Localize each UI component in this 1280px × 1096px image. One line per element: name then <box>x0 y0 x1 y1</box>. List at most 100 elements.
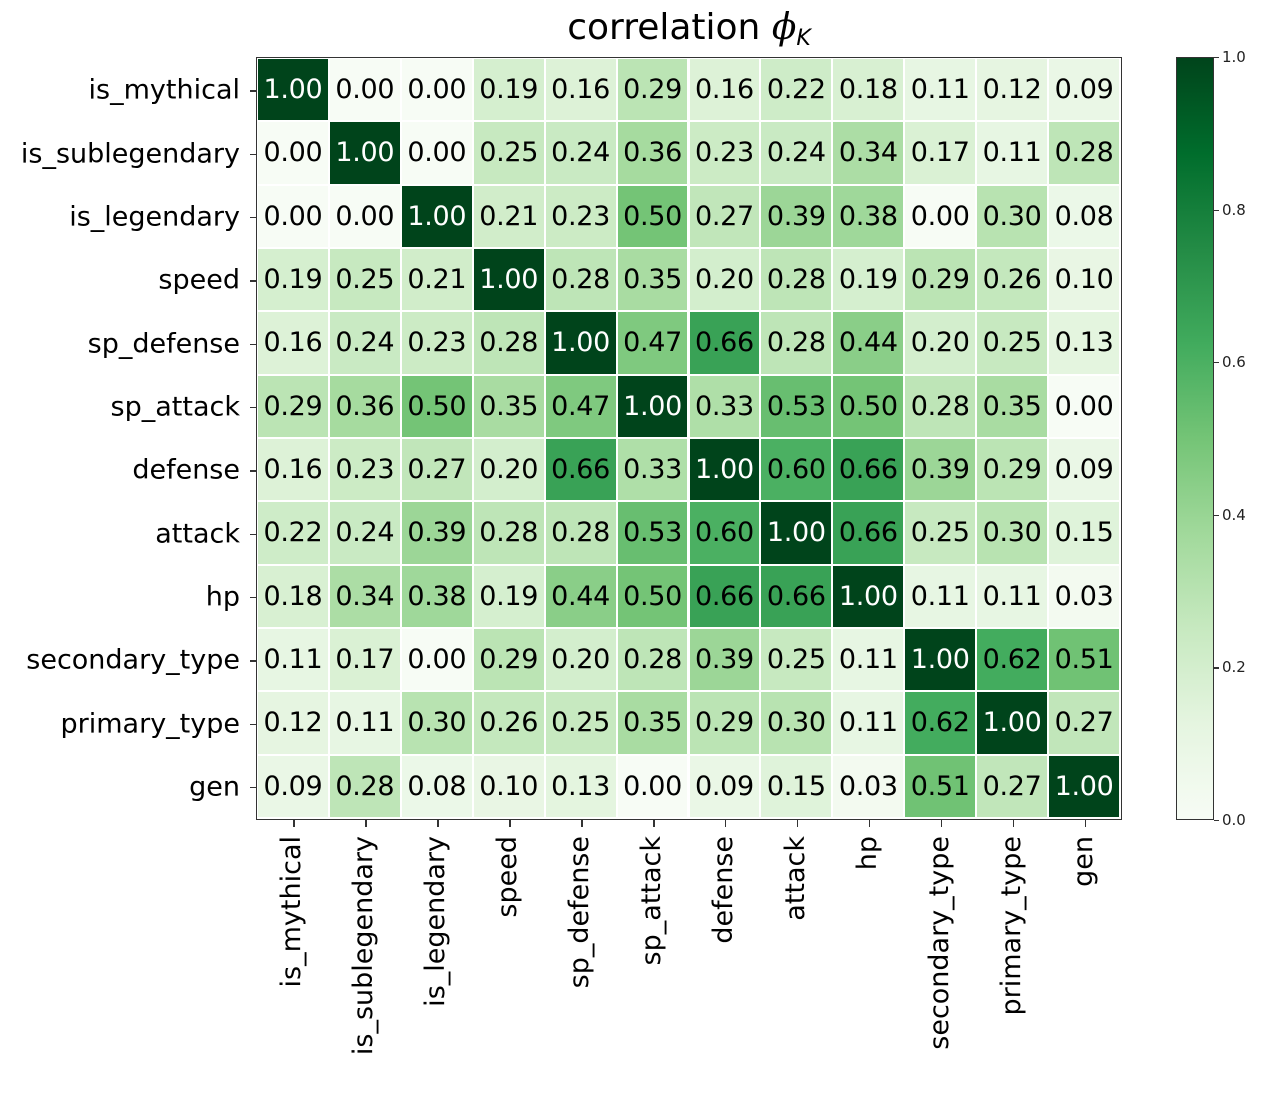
cell-is-sublegendary-gen: 0.28 <box>1048 121 1120 185</box>
cell-speed-attack: 0.28 <box>760 248 833 312</box>
y-label-attack: attack <box>155 518 240 549</box>
cell-attack-is-sublegendary: 0.24 <box>328 501 401 565</box>
cell-gen-primary-type: 0.27 <box>976 754 1049 818</box>
cell-is-sublegendary-sp-attack: 0.36 <box>616 121 689 185</box>
cell-speed-is-mythical: 0.19 <box>257 248 329 312</box>
cell-sp-defense-gen: 0.13 <box>1048 311 1120 375</box>
cell-secondary-type-hp: 0.11 <box>832 628 905 692</box>
cell-is-legendary-sp-defense: 0.23 <box>544 184 617 248</box>
cell-primary-type-is-legendary: 0.30 <box>400 691 473 755</box>
cell-is-legendary-sp-attack: 0.50 <box>616 184 689 248</box>
cell-sp-defense-sp-defense: 1.00 <box>544 311 617 375</box>
cell-is-mythical-defense: 0.16 <box>688 58 761 122</box>
cell-hp-secondary-type: 0.11 <box>904 564 977 628</box>
x-tick <box>365 820 367 827</box>
cell-is-sublegendary-sp-defense: 0.24 <box>544 121 617 185</box>
y-tick <box>250 470 256 472</box>
cell-speed-primary-type: 0.26 <box>976 248 1049 312</box>
cell-sp-attack-is-sublegendary: 0.36 <box>328 374 401 438</box>
y-tick <box>250 153 256 155</box>
cell-defense-defense: 1.00 <box>688 438 761 502</box>
cell-sp-attack-hp: 0.50 <box>832 374 905 438</box>
cell-primary-type-is-mythical: 0.12 <box>257 691 329 755</box>
cell-primary-type-primary-type: 1.00 <box>976 691 1049 755</box>
cell-is-mythical-sp-attack: 0.29 <box>616 58 689 122</box>
cell-hp-primary-type: 0.11 <box>976 564 1049 628</box>
cell-sp-attack-primary-type: 0.35 <box>976 374 1049 438</box>
cell-is-mythical-is-sublegendary: 0.00 <box>328 58 401 122</box>
cell-is-legendary-speed: 0.21 <box>472 184 545 248</box>
y-tick <box>250 723 256 725</box>
cell-is-mythical-hp: 0.18 <box>832 58 905 122</box>
cell-defense-is-mythical: 0.16 <box>257 438 329 502</box>
cell-sp-attack-sp-attack: 1.00 <box>616 374 689 438</box>
cell-is-sublegendary-is-mythical: 0.00 <box>257 121 329 185</box>
x-label-is-legendary: is_legendary <box>420 836 452 1007</box>
heatmap-plot-area: 1.00 0.00 0.00 0.19 0.16 0.29 0.16 0.22 0.18 0.11… <box>256 57 1122 820</box>
cell-defense-secondary-type: 0.39 <box>904 438 977 502</box>
cell-gen-is-legendary: 0.08 <box>400 754 473 818</box>
cell-defense-sp-attack: 0.33 <box>616 438 689 502</box>
y-tick <box>250 90 256 92</box>
cell-primary-type-defense: 0.29 <box>688 691 761 755</box>
colorbar-tick-label: 0.4 <box>1222 505 1246 524</box>
cell-is-sublegendary-is-legendary: 0.00 <box>400 121 473 185</box>
cell-is-legendary-secondary-type: 0.00 <box>904 184 977 248</box>
cell-sp-defense-hp: 0.44 <box>832 311 905 375</box>
x-label-is-mythical: is_mythical <box>276 836 308 988</box>
x-tick <box>1012 820 1015 827</box>
y-label-is-legendary: is_legendary <box>69 201 240 233</box>
y-label-speed: speed <box>158 264 240 296</box>
x-tick <box>437 820 439 827</box>
chart-title-text: correlation <box>567 7 772 48</box>
y-label-secondary-type: secondary_type <box>26 644 240 676</box>
cell-sp-attack-defense: 0.33 <box>688 374 761 438</box>
cell-primary-type-secondary-type: 0.62 <box>904 691 977 755</box>
colorbar-tick-label: 1.0 <box>1222 48 1246 66</box>
cell-gen-defense: 0.09 <box>688 754 761 818</box>
colorbar-tick <box>1214 362 1219 364</box>
cell-hp-sp-attack: 0.50 <box>616 564 689 628</box>
cell-gen-gen: 1.00 <box>1048 754 1120 818</box>
colorbar-tick-label: 0.6 <box>1222 353 1246 372</box>
cell-is-legendary-attack: 0.39 <box>760 184 833 248</box>
y-tick <box>250 660 256 662</box>
cell-attack-is-legendary: 0.39 <box>400 501 473 565</box>
phi-subscript: K <box>796 26 811 51</box>
cell-is-sublegendary-speed: 0.25 <box>472 121 545 185</box>
cell-sp-defense-is-mythical: 0.16 <box>257 311 329 375</box>
cell-is-legendary-primary-type: 0.30 <box>976 184 1049 248</box>
x-tick <box>724 820 727 827</box>
cell-is-mythical-sp-defense: 0.16 <box>544 58 617 122</box>
cell-is-mythical-primary-type: 0.12 <box>976 58 1049 122</box>
cell-attack-gen: 0.15 <box>1048 501 1120 565</box>
x-label-attack: attack <box>779 836 811 921</box>
x-tick <box>293 820 295 827</box>
cell-is-legendary-hp: 0.38 <box>832 184 905 248</box>
cell-speed-defense: 0.20 <box>688 248 761 312</box>
colorbar-tick-label: 0.0 <box>1222 811 1246 829</box>
cell-hp-is-mythical: 0.18 <box>257 564 329 628</box>
y-label-primary-type: primary_type <box>60 708 240 739</box>
cell-sp-attack-speed: 0.35 <box>472 374 545 438</box>
colorbar <box>1176 57 1214 820</box>
cell-attack-secondary-type: 0.25 <box>904 501 977 565</box>
cell-defense-is-legendary: 0.27 <box>400 438 473 502</box>
cell-sp-attack-attack: 0.53 <box>760 374 833 438</box>
x-label-speed: speed <box>492 836 524 918</box>
cell-secondary-type-attack: 0.25 <box>760 628 833 692</box>
cell-sp-defense-secondary-type: 0.20 <box>904 311 977 375</box>
cell-is-sublegendary-primary-type: 0.11 <box>976 121 1049 185</box>
cell-is-mythical-attack: 0.22 <box>760 58 833 122</box>
cell-defense-hp: 0.66 <box>832 438 905 502</box>
cell-gen-secondary-type: 0.51 <box>904 754 977 818</box>
cell-primary-type-sp-defense: 0.25 <box>544 691 617 755</box>
x-label-sp-attack: sp_attack <box>636 836 668 966</box>
cell-defense-sp-defense: 0.66 <box>544 438 617 502</box>
cell-secondary-type-gen: 0.51 <box>1048 628 1120 692</box>
cell-attack-sp-defense: 0.28 <box>544 501 617 565</box>
cell-gen-attack: 0.15 <box>760 754 833 818</box>
x-tick <box>509 820 511 827</box>
y-tick <box>250 533 256 535</box>
cell-primary-type-sp-attack: 0.35 <box>616 691 689 755</box>
